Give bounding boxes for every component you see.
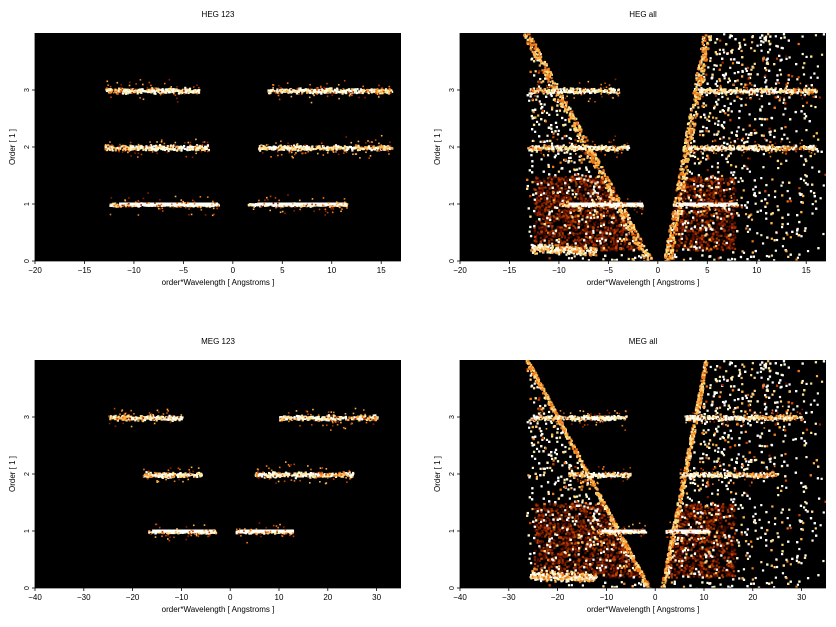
y-axis-label: Order [ 1 ]: [433, 456, 442, 492]
x-tick-label: −20: [126, 593, 140, 602]
heatmap-panel-1: HEG 123 −20 −15 −10 −5 0 5 10 15 0 1 2 3 order*Wavele…: [8, 10, 401, 287]
chart-title: MEG all: [629, 337, 658, 346]
y-tick-label: 0: [24, 259, 31, 263]
y-tick-label: 3: [24, 88, 31, 92]
x-tick-label: −10: [127, 266, 141, 275]
x-tick-label: −20: [551, 593, 565, 602]
x-tick-label: −5: [604, 266, 614, 275]
x-tick-label: 5: [705, 266, 710, 275]
x-tick-label: 15: [377, 266, 386, 275]
y-tick-label: 0: [449, 586, 456, 590]
y-tick-label: 1: [449, 202, 456, 206]
x-tick-label: 10: [752, 266, 761, 275]
x-axis-label: order*Wavelength [ Angstroms ]: [587, 278, 700, 287]
x-tick-label: −30: [77, 593, 91, 602]
y-tick-label: 0: [449, 259, 456, 263]
x-tick-label: −30: [502, 593, 516, 602]
y-tick-label: 3: [449, 88, 456, 92]
y-tick-label: 2: [449, 472, 456, 476]
x-tick-label: 20: [323, 593, 332, 602]
x-tick-label: −5: [179, 266, 189, 275]
heatmap-pixels: [525, 360, 826, 588]
heatmap-panel-4: MEG all −40 −30 −20 −10 0 10 20 30 0 1 2 3 order*Wave…: [433, 337, 826, 614]
x-tick-label: 5: [280, 266, 285, 275]
x-axis-label: order*Wavelength [ Angstroms ]: [587, 605, 700, 614]
x-tick-label: −10: [175, 593, 189, 602]
x-tick-label: 10: [275, 593, 284, 602]
y-tick-label: 1: [24, 529, 31, 533]
heatmap-panel-3: MEG 123 −40 −30 −20 −10 0 10 20 30 0 1 2 3 order*Wave…: [8, 337, 401, 614]
x-tick-label: 15: [802, 266, 811, 275]
x-tick-label: 30: [797, 593, 806, 602]
y-tick-label: 2: [24, 472, 31, 476]
chart-title: HEG all: [629, 10, 657, 19]
x-tick-label: 0: [656, 266, 661, 275]
x-axis-label: order*Wavelength [ Angstroms ]: [162, 278, 275, 287]
y-tick-label: 3: [24, 415, 31, 419]
x-tick-label: 30: [372, 593, 381, 602]
x-tick-label: 0: [231, 266, 236, 275]
x-tick-label: −20: [28, 266, 42, 275]
heatmap-panel-2: HEG all −20 −15 −10 −5 0 5 10 15 0 1 2 3 order*Wavele…: [433, 10, 826, 287]
x-tick-label: 0: [653, 593, 658, 602]
y-tick-label: 1: [449, 529, 456, 533]
y-tick-label: 2: [24, 145, 31, 149]
y-tick-label: 3: [449, 415, 456, 419]
y-axis-label: Order [ 1 ]: [8, 129, 17, 165]
x-tick-label: −40: [453, 593, 467, 602]
chart-title: MEG 123: [201, 337, 235, 346]
y-tick-label: 1: [24, 202, 31, 206]
heatmap-pixels: [104, 78, 394, 217]
chart-title: HEG 123: [202, 10, 235, 19]
x-tick-label: −15: [503, 266, 517, 275]
x-tick-label: −10: [552, 266, 566, 275]
x-tick-label: 20: [748, 593, 757, 602]
x-tick-label: −20: [453, 266, 467, 275]
x-tick-label: 10: [327, 266, 336, 275]
heatmap-pixels: [108, 407, 379, 544]
y-axis-label: Order [ 1 ]: [433, 129, 442, 165]
y-axis-label: Order [ 1 ]: [8, 456, 17, 492]
x-tick-label: −40: [28, 593, 42, 602]
x-tick-label: −10: [600, 593, 614, 602]
y-tick-label: 0: [24, 586, 31, 590]
x-tick-label: 0: [228, 593, 233, 602]
x-tick-label: 10: [700, 593, 709, 602]
y-tick-label: 2: [449, 145, 456, 149]
x-axis-label: order*Wavelength [ Angstroms ]: [162, 605, 275, 614]
x-tick-label: −15: [78, 266, 92, 275]
heatmap-pixels: [522, 33, 826, 261]
